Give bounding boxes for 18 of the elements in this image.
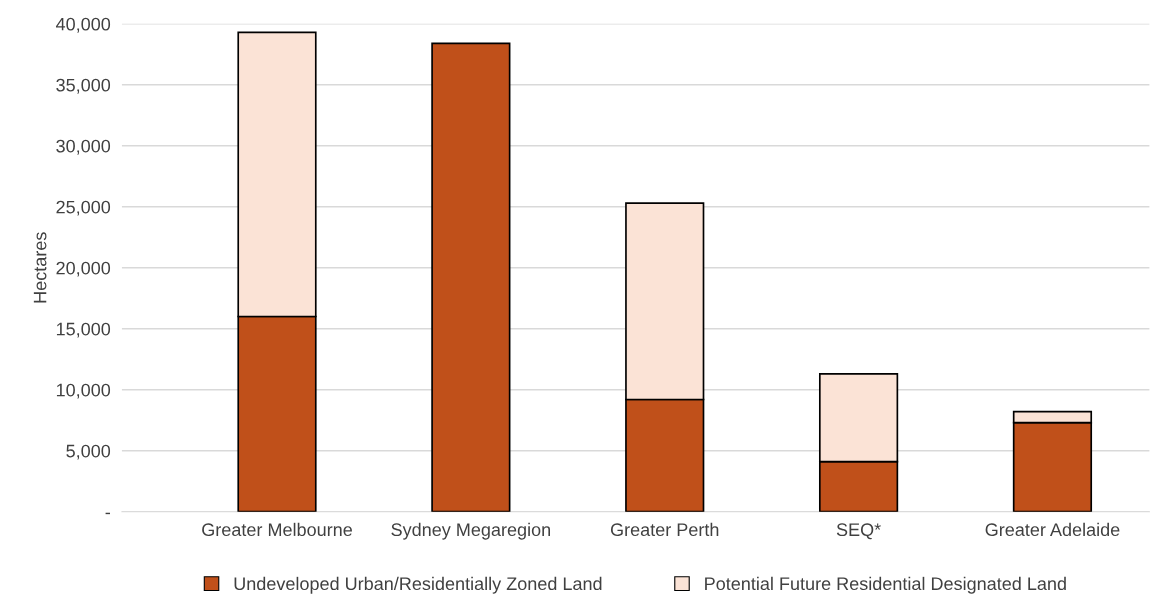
y-tick-label: 25,000 <box>56 200 111 216</box>
x-tick-label: Greater Melbourne <box>202 522 352 537</box>
y-axis-title: Hectares <box>33 232 47 303</box>
y-tick-label: 15,000 <box>56 322 111 338</box>
y-tick-label: 40,000 <box>55 17 111 33</box>
y-tick-label: 5,000 <box>66 444 111 460</box>
y-tick-label: 20,000 <box>56 261 111 277</box>
y-tick-label: 10,000 <box>56 383 111 399</box>
x-tick-label: SEQ* <box>836 523 881 540</box>
x-tick-label: Sydney Megaregion <box>391 522 550 540</box>
x-tick-label: Greater Perth <box>610 522 719 537</box>
legend-label: Potential Future Residential Designated Land <box>705 576 1066 594</box>
y-tick-label: - <box>105 512 110 515</box>
y-tick-label: 30,000 <box>56 139 111 155</box>
y-tick-label: 35,000 <box>56 78 111 94</box>
bar <box>431 42 511 512</box>
x-tick-label: Greater Adelaide <box>985 522 1120 537</box>
legend-label: Undeveloped Urban/Residentially Zoned Land <box>234 576 602 594</box>
